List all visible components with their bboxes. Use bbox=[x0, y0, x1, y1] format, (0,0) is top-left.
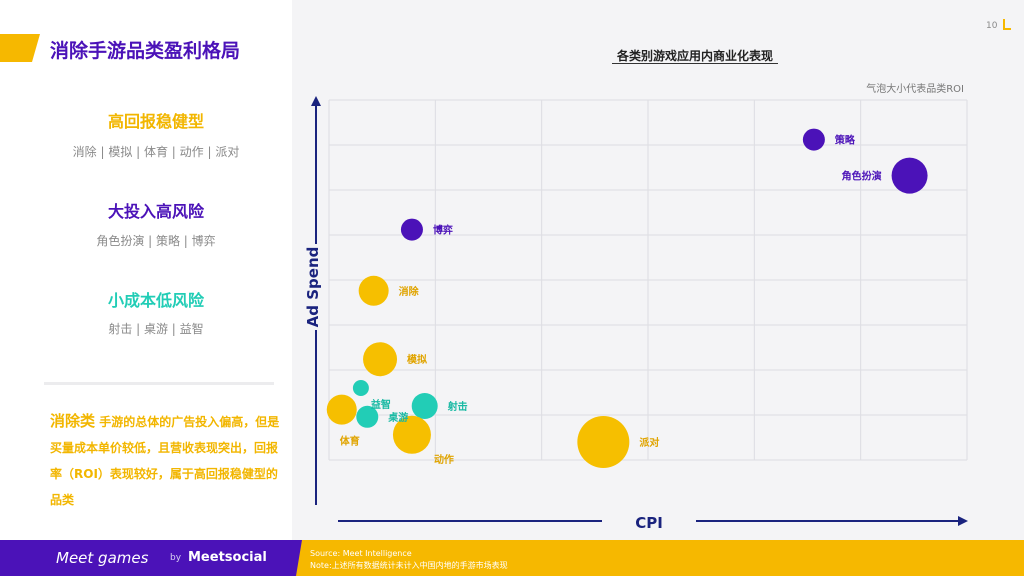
bubble-point bbox=[577, 416, 630, 468]
bubble-point bbox=[400, 218, 423, 241]
bubble-point bbox=[358, 275, 389, 306]
source-note: Note:上述所有数据统计未计入中国内地的手游市场表现 bbox=[310, 561, 508, 570]
bubble-label: 角色扮演 bbox=[842, 170, 882, 183]
left-panel bbox=[0, 0, 292, 540]
description: 消除类 手游的总体的广告投入偏高，但是买量成本单价较低，且营收表现突出，回报率（… bbox=[50, 408, 280, 513]
chart-title-underline bbox=[612, 63, 778, 64]
category-items-high-return: 消除 | 模拟 | 体育 | 动作 | 派对 bbox=[72, 145, 240, 159]
description-text: 手游的总体的广告投入偏高，但是买量成本单价较低，且营收表现突出，回报率（ROI）… bbox=[50, 415, 280, 507]
bubble-point bbox=[392, 415, 431, 454]
category-items-high-risk: 角色扮演 | 策略 | 博弈 bbox=[96, 234, 216, 248]
title-accent-bar bbox=[0, 34, 40, 62]
chart-axes bbox=[311, 96, 968, 526]
bubble-label: 射击 bbox=[447, 400, 468, 413]
bubble-label: 消除 bbox=[399, 285, 420, 298]
chart-bubbles bbox=[326, 128, 928, 468]
page-number: 10 bbox=[986, 21, 998, 31]
bubble-point bbox=[411, 393, 438, 419]
y-axis-label: Ad Spend bbox=[304, 247, 322, 328]
logo-by-text: by bbox=[170, 553, 182, 563]
bubble-label: 策略 bbox=[835, 134, 856, 147]
bubble-point bbox=[356, 405, 379, 428]
section-divider bbox=[44, 382, 274, 385]
source-text: Source: Meet Intelligence bbox=[310, 549, 412, 558]
bubble-point bbox=[802, 128, 825, 151]
x-axis-arrow-icon bbox=[958, 516, 968, 526]
chart-grid bbox=[328, 99, 968, 461]
description-highlight: 消除类 bbox=[50, 412, 96, 430]
meetgames-logo: Meet games bbox=[56, 549, 149, 567]
category-title-low-risk: 小成本低风险 bbox=[107, 291, 204, 310]
bubble-label: 模拟 bbox=[407, 353, 427, 366]
meetsocial-logo: Meetsocial bbox=[188, 550, 267, 565]
y-axis-arrow-icon bbox=[311, 96, 321, 106]
category-title-high-return: 高回报稳健型 bbox=[107, 112, 204, 131]
bubble-label: 派对 bbox=[639, 436, 659, 449]
category-title-high-risk: 大投入高风险 bbox=[107, 202, 204, 221]
bubble-point bbox=[352, 380, 369, 396]
bubble-label: 益智 bbox=[371, 398, 391, 411]
bubble-label: 动作 bbox=[434, 453, 454, 466]
bubble-point bbox=[326, 394, 357, 425]
corner-mark-icon bbox=[1003, 19, 1011, 30]
bubble-point bbox=[363, 342, 398, 377]
page-title: 消除手游品类盈利格局 bbox=[50, 40, 241, 62]
category-items-low-risk: 射击 | 桌游 | 益智 bbox=[108, 322, 204, 336]
chart-title: 各类别游戏应用内商业化表现 bbox=[616, 49, 773, 63]
footer-source-band bbox=[296, 540, 1024, 576]
bubble-label: 桌游 bbox=[387, 411, 408, 424]
x-axis-label: CPI bbox=[635, 514, 663, 532]
bubble-label: 博弈 bbox=[433, 224, 453, 237]
bubble-size-note: 气泡大小代表品类ROI bbox=[866, 84, 964, 95]
bubble-label: 体育 bbox=[340, 435, 360, 448]
bubble-point bbox=[891, 157, 928, 194]
